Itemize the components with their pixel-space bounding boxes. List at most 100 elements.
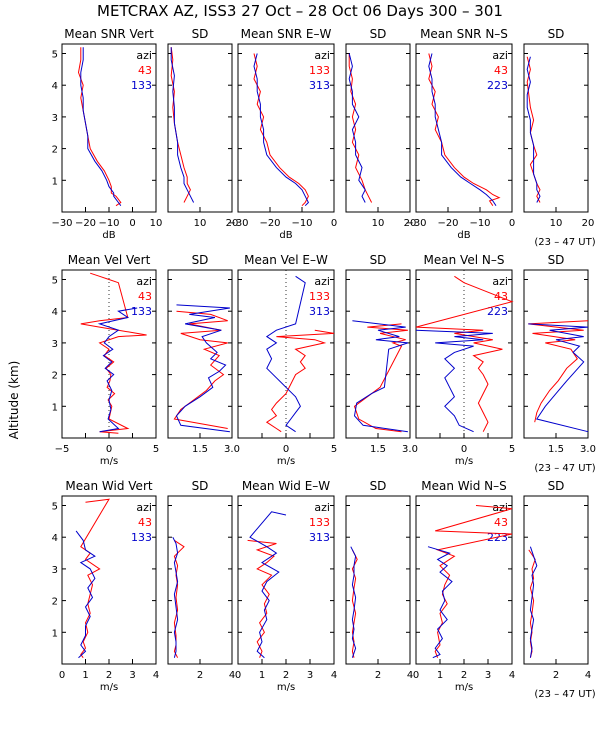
series-line-313 [265,275,306,433]
y-tick-label: 3 [52,113,58,124]
panel-frame [523,43,589,213]
panel-title: SD [370,253,387,267]
panel-title: Mean Vel E–W [244,253,328,267]
x-tick-label: −30 [51,218,72,229]
series-line-313 [348,53,366,203]
x-axis-label: m/s [455,682,473,693]
x-axis-label: m/s [277,682,295,693]
x-tick-label: −5 [55,444,70,455]
x-tick-label: −20 [437,218,458,229]
panel-r1-c2: Mean Vel E–W 0 5 m/s azi 133 313 [237,253,337,467]
x-tick-label: 1.5 [370,444,386,455]
x-axis-label: m/s [100,456,118,467]
x-tick-label: 0 [283,444,289,455]
panel-r0-c2: Mean SNR E–W −30 −20 −10 0 dB azi 133 313 [227,27,337,241]
panel-r0-c0: Mean SNR Vert 1 2 3 4 5 −30 −20 −10 0 10 dB azi 43 133 [51,27,162,241]
legend-header: azi [492,275,508,288]
legend-header: azi [136,49,152,62]
y-axis-label: Altitude (km) [7,361,21,440]
panel-title: SD [370,479,387,493]
x-tick-label: 1 [259,670,265,681]
series-line-223 [528,323,589,433]
series-line-223 [529,546,538,658]
x-tick-label: −10 [469,218,490,229]
legend-header: azi [492,49,508,62]
panel-title: SD [192,27,209,41]
x-tick-label: 4 [407,670,413,681]
panel-r1-c3: SD 1.5 3.0 [345,253,418,455]
x-tick-label: 10 [150,218,163,229]
x-tick-label: 2 [375,670,381,681]
legend-entry: 133 [131,305,152,318]
legend-entry: 133 [131,79,152,92]
x-tick-label: 20 [404,218,417,229]
panel-r1-c0: Mean Vel Vert 1 2 3 4 5 −5 0 5 m/s azi 43 133 [52,253,160,467]
y-tick-label: 5 [52,502,58,513]
series-line-133 [97,307,138,433]
x-tick-label: 2 [553,670,559,681]
x-tick-label: 0 [461,444,467,455]
series-line-43 [415,275,514,432]
time-note-row-1: (23 – 47 UT) [534,237,595,248]
legend-entry: 43 [138,290,152,303]
series-line-133 [170,47,195,203]
x-axis-label: dB [102,230,115,241]
x-tick-label: −30 [405,218,426,229]
x-tick-label: 3 [485,670,491,681]
panel-title: SD [192,479,209,493]
x-tick-label: 10 [372,218,385,229]
panel-title: Mean Wid E–W [242,479,330,493]
x-tick-label: 1 [437,670,443,681]
x-tick-label: 0 [413,670,419,681]
x-tick-label: −20 [75,218,96,229]
series-line-133 [172,536,179,658]
x-tick-label: −20 [259,218,280,229]
x-tick-label: 0 [59,670,65,681]
legend-header: azi [314,49,330,62]
x-tick-label: 3.0 [224,444,240,455]
panel-r1-c4: Mean Vel N–S 0 5 m/s azi 43 223 [415,253,515,467]
x-tick-label: 5 [509,444,515,455]
series-line-313 [249,511,287,659]
series-line-133 [253,53,309,207]
series-line-43 [77,47,122,207]
series-line-223 [427,546,453,659]
legend-header: azi [136,501,152,514]
x-tick-label: −10 [98,218,119,229]
x-tick-label: 2 [106,670,112,681]
x-tick-label: 10 [550,218,563,229]
x-tick-label: 5 [331,444,337,455]
figure-title: METCRAX AZ, ISS3 27 Oct – 28 Oct 06 Days… [97,2,503,20]
panel-title: Mean SNR Vert [64,27,154,41]
x-tick-label: 2 [197,670,203,681]
x-tick-label: 5 [153,444,159,455]
x-tick-label: 2 [283,670,289,681]
series-line-43 [528,320,589,423]
time-note-row-3: (23 – 47 UT) [534,689,595,700]
x-tick-label: 3 [129,670,135,681]
y-tick-label: 3 [52,565,58,576]
series-line-133 [80,47,122,206]
panel-title: SD [548,479,565,493]
x-axis-label: m/s [100,682,118,693]
panel-title: Mean Wid Vert [65,479,152,493]
x-tick-label: 0 [106,444,112,455]
x-tick-label: 4 [585,670,591,681]
y-tick-label: 5 [52,276,58,287]
time-note-row-2: (23 – 47 UT) [534,463,595,474]
legend-entry: 43 [138,516,152,529]
series-line-313 [253,53,310,207]
y-tick-label: 2 [52,597,58,608]
y-tick-label: 2 [52,145,58,156]
series-line-43 [170,47,191,203]
series-line-133 [175,304,230,433]
x-axis-label: dB [279,230,292,241]
x-tick-label: 4 [509,670,515,681]
x-tick-label: 4 [331,670,337,681]
y-tick-label: 1 [52,628,58,639]
series-line-43 [428,53,501,206]
panel-r2-c0: Mean Wid Vert 1 2 3 4 5 0 1 2 3 4 m/s azi 43 133 [52,479,160,693]
legend-entry: 43 [494,516,508,529]
x-tick-label: 0 [235,670,241,681]
